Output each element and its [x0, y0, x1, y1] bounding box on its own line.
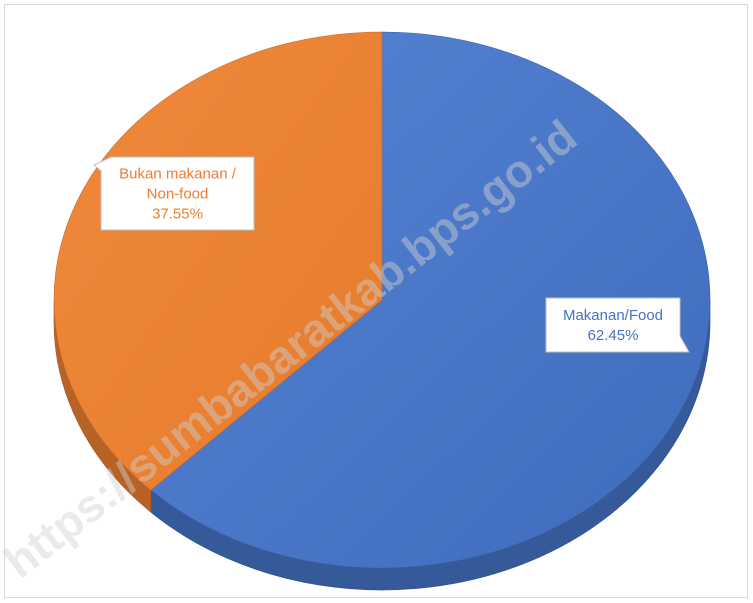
data-label-line: 62.45%	[588, 327, 639, 344]
data-label-line: Bukan makanan /	[119, 166, 237, 183]
data-label-line: Makanan/Food	[563, 307, 663, 324]
data-label-box-1	[93, 156, 255, 231]
data-label-0: Makanan/Food 62.45%	[545, 297, 690, 353]
pie-labels: Makanan/Food 62.45% Bukan makanan / Non-foo…	[93, 156, 690, 353]
data-label-box-0	[545, 297, 690, 353]
pie-slice-0	[150, 31, 711, 569]
pie-slice-1	[53, 31, 383, 491]
pie-tops	[53, 31, 711, 569]
data-label-line: Non-food	[147, 186, 209, 203]
data-label-line: 37.55%	[152, 206, 203, 223]
data-label-1: Bukan makanan / Non-food 37.55%	[93, 156, 255, 231]
